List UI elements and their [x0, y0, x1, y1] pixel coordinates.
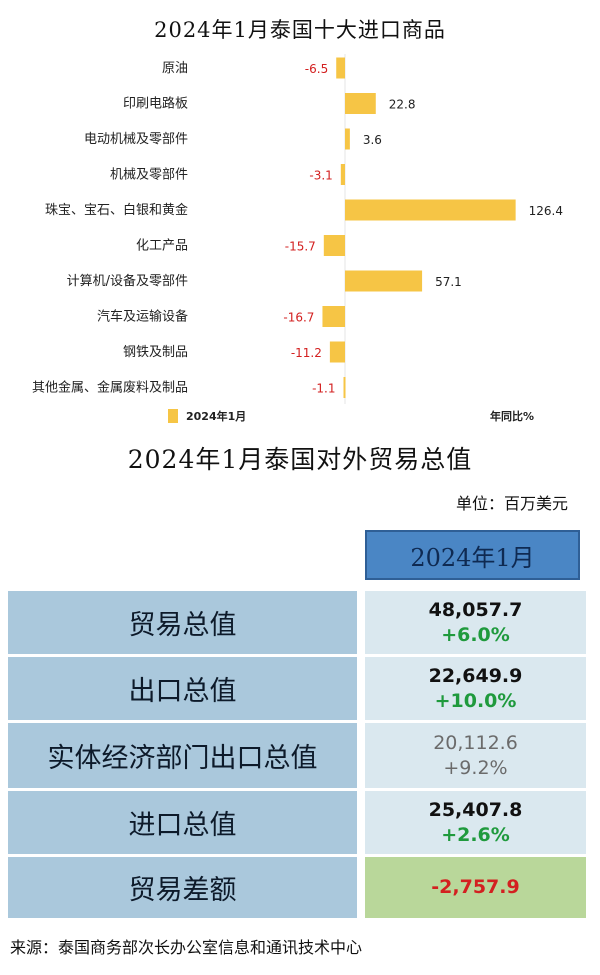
bar [345, 270, 423, 292]
bar [343, 377, 346, 398]
row-label: 出口总值 [8, 654, 357, 720]
row-label: 实体经济部门出口总值 [8, 720, 357, 788]
unit-label: 单位：百万美元 [455, 494, 568, 513]
data-label: -3.1 [309, 169, 332, 183]
data-label: 126.4 [529, 204, 563, 218]
data-label: -16.7 [283, 311, 314, 325]
period-header: 2024年1月 [365, 530, 580, 580]
row-value-cell: 25,407.8 +2.6% [365, 788, 586, 854]
data-label: -6.5 [305, 62, 328, 76]
value-text: 22,649.9 [428, 664, 523, 687]
data-label: -1.1 [312, 382, 335, 396]
category-label: 印刷电路板 [123, 96, 188, 112]
source-note: 来源：泰国商务部次长办公室信息和通讯技术中心 [10, 938, 363, 957]
data-label: 57.1 [435, 275, 462, 289]
row-value-cell: -2,757.9 [365, 854, 586, 918]
legend: 2024年1月 [168, 408, 246, 424]
bar [345, 93, 376, 114]
data-label: 22.8 [389, 98, 416, 112]
row-value-cell: 20,112.6 +9.2% [365, 720, 586, 788]
category-label: 机械及零部件 [110, 168, 188, 183]
bar [345, 199, 516, 221]
category-label: 钢铁及制品 [123, 345, 188, 360]
row-value-cell: 22,649.9 +10.0% [365, 654, 586, 720]
bar-chart: 原油 -6.5 印刷电路板 22.8 电动机械及零部件 3.6 机械及零部件 -3.1 珠宝、宝… [32, 54, 563, 404]
table-row-real-sector-export: 实体经济部门出口总值 20,112.6 +9.2% [8, 720, 586, 788]
bar [329, 341, 345, 363]
table-row-export: 出口总值 22,649.9 +10.0% [8, 654, 586, 720]
value-text: 48,057.7 [428, 598, 523, 621]
trade-table-title: 2024年1月泰国对外贸易总值 [127, 445, 473, 474]
category-label: 汽车及运输设备 [97, 309, 188, 325]
data-label: 3.6 [363, 133, 382, 147]
growth-text: +2.6% [441, 823, 510, 846]
bar [323, 235, 345, 256]
bar [322, 306, 345, 327]
table-row-balance: 贸易差额 -2,757.9 [8, 854, 586, 918]
value-text: 20,112.6 [433, 731, 518, 754]
legend-swatch [168, 409, 178, 423]
row-label: 贸易总值 [8, 588, 357, 654]
category-label: 珠宝、宝石、白银和黄金 [45, 202, 188, 218]
category-label: 计算机/设备及零部件 [67, 273, 188, 289]
row-label: 进口总值 [8, 788, 357, 854]
data-label: -15.7 [285, 240, 316, 254]
value-text: -2,757.9 [431, 876, 520, 899]
row-label: 贸易差额 [8, 854, 357, 918]
bar [340, 164, 345, 185]
value-text: 25,407.8 [428, 798, 523, 821]
category-label: 化工产品 [136, 239, 188, 254]
legend-label: 2024年1月 [186, 410, 247, 423]
bar [345, 128, 350, 150]
growth-text: +10.0% [434, 689, 517, 712]
category-label: 其他金属、金属废料及制品 [32, 380, 188, 396]
growth-text: +6.0% [441, 623, 510, 646]
data-label: -11.2 [291, 346, 322, 360]
table-row-import: 进口总值 25,407.8 +2.6% [8, 788, 586, 854]
axis-unit-label: 年同比% [490, 410, 535, 423]
category-label: 电动机械及零部件 [84, 132, 188, 147]
table-row-total: 贸易总值 48,057.7 +6.0% [8, 588, 586, 654]
growth-text: +9.2% [443, 756, 508, 779]
chart-title: 2024年1月泰国十大进口商品 [154, 18, 446, 42]
row-value-cell: 48,057.7 +6.0% [365, 588, 586, 654]
category-label: 原油 [162, 61, 188, 76]
bar [336, 57, 345, 79]
